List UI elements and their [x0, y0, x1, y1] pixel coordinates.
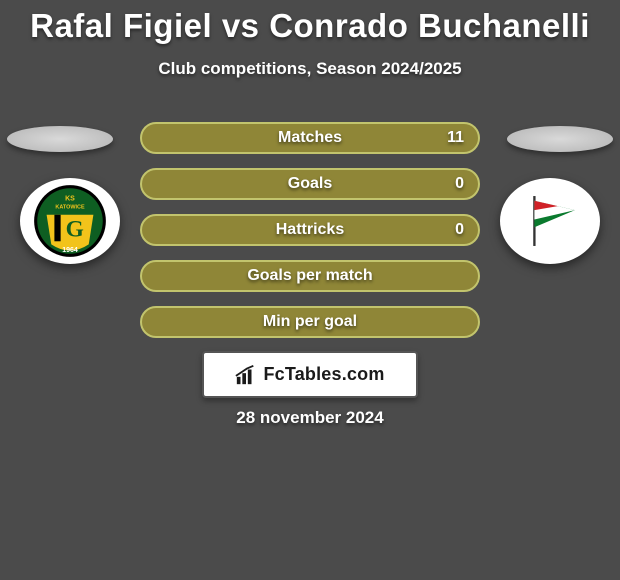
right-club-badge — [500, 178, 600, 264]
watermark-text: FcTables.com — [263, 364, 384, 385]
stat-row-min-per-goal: Min per goal — [140, 306, 480, 338]
svg-text:G: G — [66, 217, 84, 243]
right-player-disc — [507, 126, 613, 152]
svg-text:KATOWICE: KATOWICE — [55, 205, 85, 211]
stat-row-hattricks: Hattricks 0 — [140, 214, 480, 246]
stat-label: Min per goal — [263, 313, 357, 331]
left-player-disc — [7, 126, 113, 152]
stat-label: Matches — [278, 129, 342, 147]
left-club-badge: KS KATOWICE G 1964 — [20, 178, 120, 264]
svg-text:1964: 1964 — [62, 247, 78, 254]
page-title: Rafal Figiel vs Conrado Buchanelli — [0, 0, 620, 45]
stat-value-right: 0 — [455, 175, 464, 193]
gks-katowice-crest-icon: KS KATOWICE G 1964 — [31, 182, 109, 260]
stat-label: Goals — [288, 175, 332, 193]
stat-label: Goals per match — [247, 267, 372, 285]
date-label: 28 november 2024 — [0, 408, 620, 428]
svg-text:KS: KS — [65, 196, 75, 203]
stat-row-matches: Matches 11 — [140, 122, 480, 154]
stat-value-right: 11 — [447, 129, 464, 147]
stat-value-right: 0 — [455, 221, 464, 239]
lechia-gdansk-pennant-icon — [511, 182, 589, 260]
stat-label: Hattricks — [276, 221, 344, 239]
stat-row-goals-per-match: Goals per match — [140, 260, 480, 292]
stat-row-goals: Goals 0 — [140, 168, 480, 200]
bar-chart-icon — [235, 364, 257, 386]
stats-container: Matches 11 Goals 0 Hattricks 0 Goals per… — [140, 122, 480, 338]
subtitle: Club competitions, Season 2024/2025 — [0, 59, 620, 79]
watermark: FcTables.com — [202, 351, 418, 398]
